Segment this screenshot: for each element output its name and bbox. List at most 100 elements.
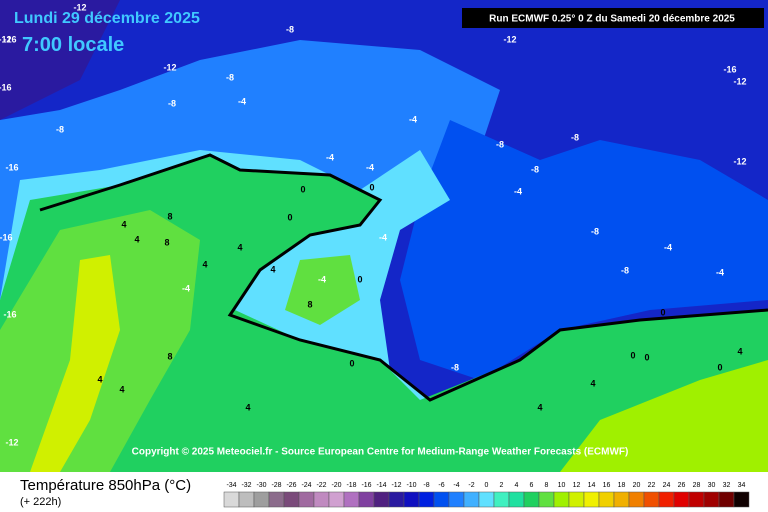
legend-label: -18: [346, 482, 356, 489]
isoline-label: -8: [56, 124, 64, 134]
isoline-label: -4: [379, 232, 387, 242]
isoline-label: 0: [287, 212, 292, 222]
legend-label: -28: [271, 482, 281, 489]
legend-swatch: [553, 491, 570, 508]
legend-swatch: [388, 491, 405, 508]
legend-swatch: [253, 491, 270, 508]
legend-label: -32: [241, 482, 251, 489]
legend-label: -34: [226, 482, 236, 489]
isoline-label: -4: [409, 114, 417, 124]
isoline-label: -8: [286, 24, 294, 34]
isoline-label: 0: [630, 350, 635, 360]
legend-swatch: [658, 491, 675, 508]
legend-swatch: [283, 491, 300, 508]
isoline-label: -12: [73, 2, 86, 12]
legend-label: -14: [376, 482, 386, 489]
legend-swatch: [313, 491, 330, 508]
isoline-label: -4: [326, 152, 334, 162]
isoline-label: -12: [5, 437, 18, 447]
legend-label: 20: [633, 482, 641, 489]
legend-label: -6: [438, 482, 444, 489]
isoline-label: -4: [664, 242, 672, 252]
legend-swatch: [583, 491, 600, 508]
region-yellow: [30, 255, 120, 472]
legend-label: 0: [485, 482, 489, 489]
region-warm-spot: [285, 255, 360, 325]
isoline-label: 8: [167, 351, 172, 361]
isoline-label: -8: [451, 362, 459, 372]
legend-label: -4: [453, 482, 459, 489]
legend-label: -16: [361, 482, 371, 489]
region-blue: [400, 120, 768, 380]
isoline-label: 8: [167, 211, 172, 221]
legend-swatch: [433, 491, 450, 508]
legend-label: -30: [256, 482, 266, 489]
legend-swatch: [733, 491, 750, 508]
isoline-label: 0: [644, 352, 649, 362]
legend-label: 8: [545, 482, 549, 489]
legend-swatch: [628, 491, 645, 508]
legend-label: -20: [331, 482, 341, 489]
legend-label: 18: [618, 482, 626, 489]
legend-label: -22: [316, 482, 326, 489]
isoline-label: -12: [0, 34, 12, 44]
isoline-label: 0: [369, 182, 374, 192]
isoline-label: -8: [571, 132, 579, 142]
isoline-label: 4: [119, 384, 124, 394]
isoline-label: -12: [733, 156, 746, 166]
isoline-label: -4: [514, 186, 522, 196]
legend-swatch: [673, 491, 690, 508]
isoline-label: 4: [590, 378, 595, 388]
cold-region: [0, 0, 120, 120]
isoline-label: -16: [723, 64, 736, 74]
legend-swatch: [523, 491, 540, 508]
region-south-east: [560, 360, 768, 472]
isoline-label: 4: [245, 402, 250, 412]
legend-subtitle: (+ 222h): [20, 496, 61, 508]
legend-swatch: [703, 491, 720, 508]
legend-swatch: [298, 491, 315, 508]
legend-swatch: [463, 491, 480, 508]
isoline-label: -8: [168, 98, 176, 108]
legend-label: 6: [530, 482, 534, 489]
isoline-label: 4: [202, 259, 207, 269]
legend-swatch: [343, 491, 360, 508]
legend-label: -12: [391, 482, 401, 489]
legend-label: 28: [693, 482, 701, 489]
legend-label: 2: [500, 482, 504, 489]
isoline-label: -4: [716, 267, 724, 277]
isoline-label: -12: [163, 62, 176, 72]
legend-title: Température 850hPa (°C): [20, 477, 191, 494]
legend-swatch: [403, 491, 420, 508]
legend-swatch: [328, 491, 345, 508]
isoline-label: -8: [621, 265, 629, 275]
isoline-label: 0: [300, 184, 305, 194]
isoline-label: 0: [357, 274, 362, 284]
legend-swatch: [373, 491, 390, 508]
legend-swatch: [538, 491, 555, 508]
isoline-label: -8: [531, 164, 539, 174]
legend-swatch: [418, 491, 435, 508]
isoline-label: -8: [496, 139, 504, 149]
legend-label: 30: [708, 482, 716, 489]
legend-swatch: [223, 491, 240, 508]
isoline-label: -8: [226, 72, 234, 82]
copyright: Copyright © 2025 Meteociel.fr - Source E…: [132, 447, 629, 458]
isoline-label: 4: [97, 374, 102, 384]
isoline-label: 8: [307, 299, 312, 309]
legend-swatch: [358, 491, 375, 508]
legend-swatch: [493, 491, 510, 508]
legend-label: -8: [423, 482, 429, 489]
legend-label: 32: [723, 482, 731, 489]
isoline-label: -16: [3, 309, 16, 319]
legend-swatch: [568, 491, 585, 508]
legend-swatch: [238, 491, 255, 508]
isoline-label: 4: [134, 234, 139, 244]
legend-label: 10: [558, 482, 566, 489]
run-box: [462, 8, 764, 28]
legend-label: 24: [663, 482, 671, 489]
isoline-label: -4: [182, 283, 190, 293]
isoline-label: 0: [660, 307, 665, 317]
isoline-label: -16: [5, 162, 18, 172]
